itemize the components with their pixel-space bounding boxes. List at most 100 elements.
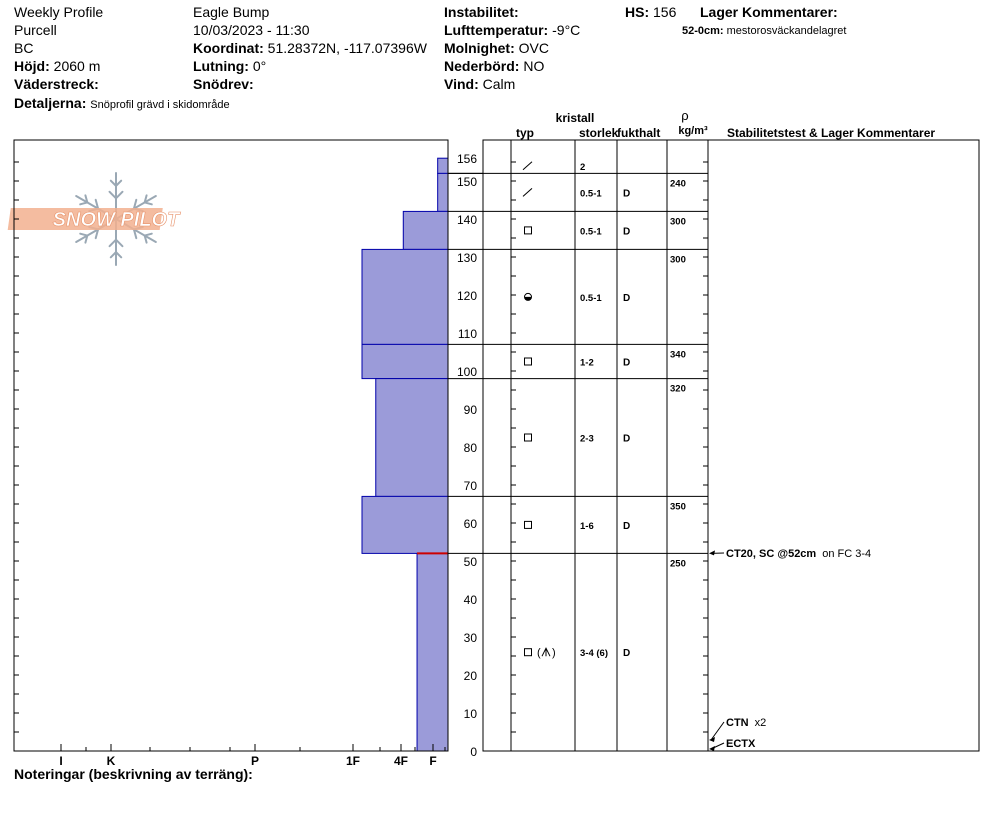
stability-test: CTN x2: [709, 717, 766, 742]
profile-name: Weekly Profile: [14, 4, 104, 20]
flake-branch: [84, 194, 89, 204]
arrowhead-icon: [709, 550, 715, 556]
flake-branch: [79, 232, 89, 237]
coord-value: 51.28372N, -117.07396W: [267, 40, 427, 56]
arrowhead-icon: [709, 746, 715, 751]
table-frame: [482, 139, 980, 752]
hardness-label: F: [429, 754, 436, 768]
flake-branch: [132, 228, 138, 240]
instability-label: Instabilitet:: [444, 4, 519, 20]
layer-size: 0.5-1: [580, 188, 602, 199]
height-tick-label: 80: [464, 441, 478, 455]
layer-comment-text: mestorosväckandelagret: [726, 25, 847, 37]
size-header: storlek: [579, 126, 619, 140]
height-tick-label: 140: [457, 213, 477, 227]
fc-icon: [524, 520, 532, 529]
layer-size: 0.5-1: [580, 226, 602, 237]
snow-drift: Snödrev:: [193, 75, 254, 93]
layer-moisture: D: [623, 521, 630, 532]
mf-icon: [524, 292, 532, 301]
test-text: ECTX: [726, 738, 756, 750]
fc-icon: [524, 357, 532, 366]
height-tick-label: 150: [457, 175, 477, 189]
coord-label: Koordinat:: [193, 40, 264, 56]
layer-moisture: D: [623, 358, 630, 369]
svg-text:(: (: [537, 647, 541, 659]
layer-density: 350: [670, 501, 686, 512]
layer-density: 250: [670, 558, 686, 569]
precip-label: Nederbörd:: [444, 58, 520, 74]
density-unit-header: kg/m³: [678, 125, 708, 137]
details: Detaljerna: Snöprofil grävd i skidområde: [14, 94, 230, 114]
hardness-frame: [13, 139, 449, 752]
slope: Lutning: 0°: [193, 57, 266, 75]
test-note: on FC 3-4: [822, 548, 871, 560]
height-tick-label: 100: [457, 365, 477, 379]
airtemp-label: Lufttemperatur:: [444, 22, 549, 38]
precipitation: Nederbörd: NO: [444, 57, 544, 75]
hs-label: HS:: [625, 4, 650, 20]
layer-size: 1-6: [580, 521, 594, 532]
height-tick-label: 90: [464, 403, 478, 417]
layer-size: 1-2: [580, 358, 594, 369]
height-tick-label: 120: [457, 289, 477, 303]
wind-label: Vind:: [444, 76, 479, 92]
layer-size: 2-3: [580, 434, 594, 445]
flake-branch: [115, 190, 124, 200]
height-tick-label: 156: [457, 152, 477, 166]
hardness-bar: [402, 210, 449, 250]
flake-branch: [94, 198, 100, 210]
crystal-group-header: kristall: [556, 111, 595, 125]
pp-icon: [522, 188, 533, 197]
layer-size: 3-4 (6): [580, 648, 608, 659]
layer-size: 0.5-1: [580, 293, 602, 304]
flake-branch: [115, 179, 123, 187]
hardness-label: P: [251, 754, 259, 768]
moisture-header: fukthalt: [617, 126, 660, 140]
test-code: CTN: [726, 717, 749, 729]
elevation-label: Höjd:: [14, 58, 50, 74]
flake-branch: [132, 198, 138, 210]
left-ticks: [14, 161, 19, 752]
elevation: Höjd: 2060 m: [14, 57, 100, 75]
hs-value: 156: [653, 4, 677, 20]
fc-dh-icon: (): [524, 647, 556, 659]
aspect-label: Väderstreck:: [14, 76, 99, 92]
stability-header: Stabilitetstest & Lager Kommentarer: [727, 126, 935, 140]
hardness-bars: [361, 157, 449, 752]
layer-density: 240: [670, 178, 686, 189]
pp-icon: [522, 161, 533, 171]
height-tick-label: 50: [464, 555, 478, 569]
fc-icon: [524, 226, 532, 235]
test-code: CT20, SC @52cm: [726, 548, 816, 560]
height-axis: 0 10 20 30 40 50 60 70 80 90 100 110 120 130 140 150 156: [457, 140, 708, 759]
flake-branch: [143, 234, 148, 244]
height-tick-label: 110: [458, 327, 477, 341]
location-name: Eagle Bump: [193, 4, 270, 20]
hardness-label: K: [107, 754, 116, 768]
test-text: CTN x2: [726, 717, 766, 729]
flake-branch: [143, 201, 153, 206]
flake-branch: [143, 232, 153, 237]
hardness-bar: [375, 378, 449, 497]
snow-height: HS: 156: [625, 3, 676, 21]
hardness-bar: [437, 172, 449, 212]
test-code: ECTX: [726, 738, 756, 750]
observation-datetime: 10/03/2023 - 11:30: [193, 22, 310, 38]
fc-icon: [524, 433, 532, 442]
hardness-bar: [437, 157, 449, 174]
details-label: Detaljerna:: [14, 95, 87, 111]
precip-value: NO: [523, 58, 545, 74]
flake-branch: [115, 251, 123, 259]
height-tick-label: 130: [457, 251, 477, 265]
height-tick-label: 30: [464, 631, 478, 645]
hardness-axis-labels: I K P 1F 4F F: [59, 744, 446, 768]
wind-value: Calm: [482, 76, 516, 92]
flake-branch: [94, 228, 100, 240]
flake-branch: [115, 238, 124, 248]
layer-moisture: D: [623, 434, 630, 445]
hardness-label: 4F: [394, 754, 408, 768]
height-tick-label: 70: [464, 479, 478, 493]
layer-table: 2 0.5-1 D 240 0.5-1 D 300 0.5-1 D 300 1-2 D 340 2-3 D 3…: [448, 139, 980, 752]
